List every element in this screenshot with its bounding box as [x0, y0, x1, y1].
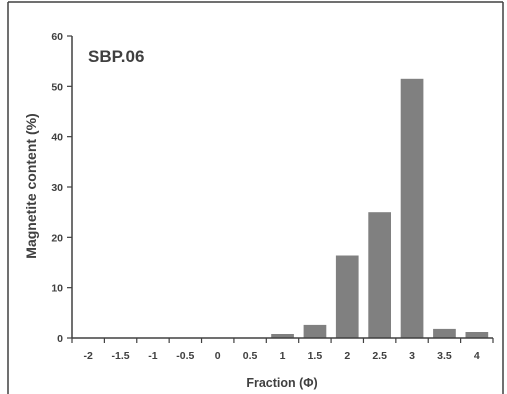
x-tick-label: -0.5 — [176, 350, 194, 362]
bar-2 — [335, 255, 359, 338]
bar-3 — [400, 78, 424, 339]
ticks-layer: 0 10 20 30 40 50 60 -2 -1.5 -1 -0.5 0 0.5 1 1.5 2 2.5 3 3.… — [51, 31, 494, 362]
x-tick-label: -1.5 — [112, 350, 130, 362]
bar-1 — [271, 334, 294, 338]
x-tick-label: 2.5 — [372, 350, 387, 362]
bar-4 — [465, 332, 489, 338]
bar-3.5 — [433, 328, 456, 338]
x-tick-label: -1 — [148, 350, 157, 362]
x-tick-label: 3.5 — [437, 350, 452, 362]
chart-annotation: SBP.06 — [88, 47, 144, 66]
y-tick-label: 0 — [57, 333, 63, 345]
y-tick-label: 10 — [51, 283, 63, 295]
x-tick-label: -2 — [84, 350, 93, 362]
x-axis-title: Fraction (Φ) — [246, 376, 317, 390]
x-tick-label: 4 — [474, 350, 480, 362]
y-tick-label: 20 — [51, 232, 63, 244]
x-tick-label: 0 — [215, 350, 221, 362]
y-tick-label: 50 — [51, 81, 63, 93]
x-tick-label: 1.5 — [308, 350, 323, 362]
x-tick-label: 1 — [280, 350, 286, 362]
y-axis-title: Magnetite content (%) — [23, 113, 39, 258]
bar-2.5 — [368, 212, 391, 338]
bar-1.5 — [303, 324, 327, 338]
y-tick-label: 40 — [51, 132, 63, 144]
x-tick-label: 2 — [344, 350, 350, 362]
y-tick-label: 30 — [51, 182, 63, 194]
x-tick-label: 3 — [409, 350, 415, 362]
bars-layer — [271, 78, 489, 339]
x-tick-label: 0.5 — [243, 350, 258, 362]
y-tick-label: 60 — [51, 31, 63, 43]
axes-layer — [71, 36, 493, 339]
